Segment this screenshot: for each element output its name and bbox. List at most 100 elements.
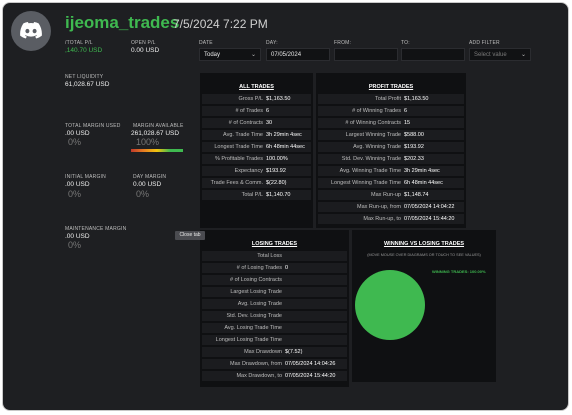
day-margin-pct: 0% xyxy=(136,189,150,199)
stat-label: Max Run-up, to xyxy=(363,216,401,222)
stat-label: Avg. Winning Trade xyxy=(353,144,401,150)
stat-value: 6 xyxy=(404,108,408,114)
stat-label: Avg. Losing Trade Time xyxy=(224,325,282,331)
all-trades-panel: ALL TRADES Gross P/L $1,163.50 # of Trades… xyxy=(200,73,313,228)
profit-trades-panel: PROFIT TRADES Total Profit $1,163.50 # of … xyxy=(316,73,466,228)
open-pl-label: OPEN P/L xyxy=(131,40,156,46)
username[interactable]: ijeoma_trades xyxy=(65,13,180,32)
stat-row: Trade Fees & Comm. $(22.80) xyxy=(202,178,311,188)
stat-value: 100.00% xyxy=(266,156,288,162)
stat-row: Std. Dev. Winning Trade $202.33 xyxy=(318,154,464,164)
day-input[interactable]: 07/05/2024 xyxy=(266,48,330,61)
stat-row: Avg. Losing Trade xyxy=(202,299,347,309)
add-filter-placeholder: Select value xyxy=(474,52,507,58)
discord-logo-icon xyxy=(20,22,42,39)
stat-row: Max Run-up, to 07/05/2024 15:44:20 xyxy=(318,214,464,224)
stat-value: $1,163.50 xyxy=(404,96,429,102)
stat-label: # of Losing Contracts xyxy=(230,277,282,283)
stat-label: Longest Losing Trade Time xyxy=(215,337,282,343)
stat-label: Gross P/L xyxy=(238,96,263,102)
from-filter-label: FROM: xyxy=(334,40,352,46)
maintenance-margin-value: .00 USD xyxy=(65,233,90,240)
total-pl-value: ,140.70 USD xyxy=(65,47,103,54)
add-filter-label: ADD FILTER xyxy=(469,40,500,46)
stat-value: $193.92 xyxy=(266,168,286,174)
date-select[interactable]: Today ⌄ xyxy=(199,48,261,61)
win-loss-pie[interactable] xyxy=(352,230,496,382)
stat-value: 0 xyxy=(285,265,289,271)
stat-label: # of Trades xyxy=(235,108,263,114)
stat-label: Total Loss xyxy=(257,253,282,259)
net-liquidity-label: NET LIQUIDITY xyxy=(65,74,104,80)
stat-label: Max Drawdown, from xyxy=(230,361,282,367)
stat-value: 6h 48min 44sec xyxy=(404,180,443,186)
initial-margin-label: INITIAL MARGIN xyxy=(65,174,106,180)
initial-margin-pct: 0% xyxy=(68,189,82,199)
stat-label: Longest Winning Trade Time xyxy=(330,180,401,186)
stat-label: Largest Losing Trade xyxy=(230,289,282,295)
stat-row: # of Winning Contracts 15 xyxy=(318,118,464,128)
total-pl-label: /TOTAL P/L xyxy=(65,40,93,46)
stat-label: Trade Fees & Comm. xyxy=(210,180,263,186)
discord-avatar[interactable] xyxy=(11,11,51,51)
open-pl-value: 0.00 USD xyxy=(131,47,160,54)
profit-trades-title: PROFIT TRADES xyxy=(368,84,414,90)
stat-row: % Profitable Trades 100.00% xyxy=(202,154,311,164)
win-loss-hint: (MOVE MOUSE OVER DIAGRAMS OR TOUCH TO SE… xyxy=(367,253,481,257)
stat-label: Max Drawdown, to xyxy=(236,373,282,379)
stat-row: Largest Losing Trade xyxy=(202,287,347,297)
stat-row: Total P/L $1,140.70 xyxy=(202,190,311,200)
stat-row: Longest Losing Trade Time xyxy=(202,335,347,345)
app-window: ijeoma_trades 7/5/2024 7:22 PM /TOTAL P/… xyxy=(2,2,569,411)
stat-value: 6 xyxy=(266,108,270,114)
stat-label: Total P/L xyxy=(241,192,263,198)
losing-trades-panel: LOSING TRADES Total Loss # of Losing Trad… xyxy=(200,230,349,387)
margin-available-label: MARGIN AVAILABLE xyxy=(133,123,184,129)
stat-value: $193.92 xyxy=(404,144,424,150)
stat-row: Max Drawdown, to 07/05/2024 15:44:20 xyxy=(202,371,347,381)
stat-row: Longest Trade Time 6h 48min 44sec xyxy=(202,142,311,152)
pie-legend-winning: WINNING TRADES: 100.00% xyxy=(432,269,486,274)
stat-label: Largest Winning Trade xyxy=(345,132,401,138)
pie-slice-winning[interactable] xyxy=(355,270,425,340)
stat-label: Std. Dev. Losing Trade xyxy=(226,313,282,319)
stat-row: Avg. Winning Trade $193.92 xyxy=(318,142,464,152)
close-tab-tooltip: Close tab xyxy=(175,231,205,240)
stat-row: Total Profit $1,163.50 xyxy=(318,94,464,104)
chevron-down-icon: ⌄ xyxy=(250,52,256,58)
stat-row: # of Trades 6 xyxy=(202,106,311,116)
margin-available-bar xyxy=(131,149,183,152)
stat-label: Max Run-up, from xyxy=(356,204,401,210)
stat-label: Expectancy xyxy=(234,168,263,174)
stat-label: # of Losing Trades xyxy=(236,265,282,271)
stat-row: Max Run-up $1,148.74 xyxy=(318,190,464,200)
to-filter-label: TO: xyxy=(401,40,410,46)
stat-value: 07/05/2024 15:44:20 xyxy=(285,373,336,379)
stat-value: $588.00 xyxy=(404,132,424,138)
margin-available-pct: 100% xyxy=(136,137,160,147)
stat-row: Avg. Losing Trade Time xyxy=(202,323,347,333)
stat-row: Expectancy $193.92 xyxy=(202,166,311,176)
stat-label: Total Profit xyxy=(375,96,401,102)
stat-row: Avg. Winning Trade Time 3h 29min 4sec xyxy=(318,166,464,176)
chevron-down-icon: ⌄ xyxy=(520,52,526,58)
stat-label: Avg. Losing Trade xyxy=(237,301,282,307)
stat-value: 07/05/2024 14:04:22 xyxy=(404,204,455,210)
stat-value: 07/05/2024 14:04:26 xyxy=(285,361,336,367)
stat-value: $1,140.70 xyxy=(266,192,291,198)
stat-label: Longest Trade Time xyxy=(214,144,263,150)
date-select-value: Today xyxy=(204,52,221,58)
from-input[interactable] xyxy=(334,48,398,61)
day-filter-label: DAY: xyxy=(266,40,278,46)
stat-value: 15 xyxy=(404,120,411,126)
stat-label: # of Winning Contracts xyxy=(345,120,401,126)
date-filter-label: DATE xyxy=(199,40,213,46)
stat-row: # of Contracts 30 xyxy=(202,118,311,128)
stat-label: Std. Dev. Winning Trade xyxy=(341,156,401,162)
stat-value: 6h 48min 44sec xyxy=(266,144,305,150)
losing-trades-title: LOSING TRADES xyxy=(251,241,298,247)
stat-label: Max Drawdown xyxy=(244,349,282,355)
add-filter-select[interactable]: Select value ⌄ xyxy=(469,48,531,61)
stat-row: Total Loss xyxy=(202,251,347,261)
to-input[interactable] xyxy=(401,48,465,61)
